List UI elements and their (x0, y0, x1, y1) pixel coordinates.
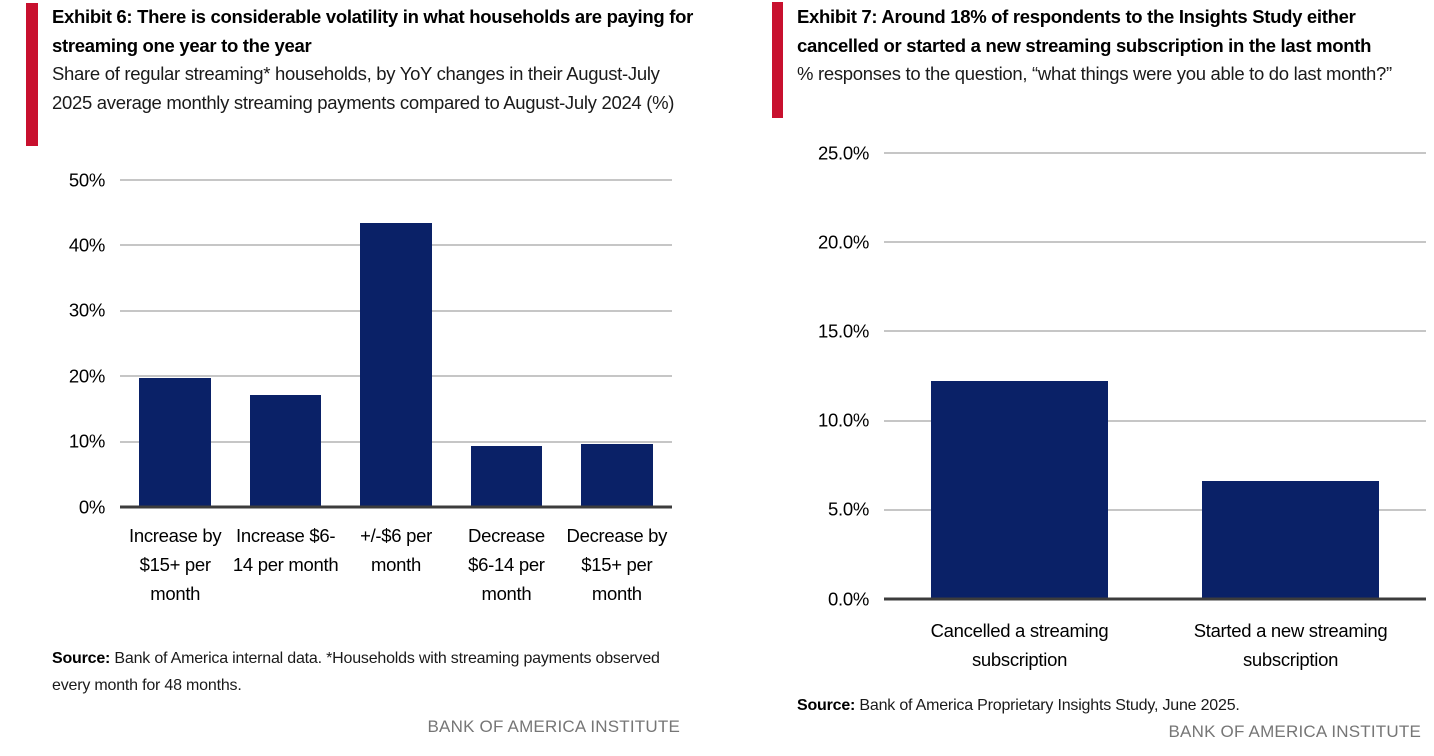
bars-group (120, 180, 672, 507)
exhibit-6-bar-chart: 0% 10% 20% 30% 40% 50% Increase by $15+ per mo… (69, 170, 672, 608)
gridline (884, 330, 1426, 333)
y-axis-tick-label: 5.0% (828, 498, 869, 520)
bar (249, 395, 322, 507)
bar-slot (341, 180, 451, 507)
y-axis-tick-label: 0% (78, 495, 105, 517)
exhibit-6-panel: Exhibit 6: There is considerable volatil… (26, 0, 700, 756)
y-axis-tick-label: 40% (68, 234, 105, 256)
x-axis-line (120, 505, 672, 509)
source-text: Bank of America internal data. *Househol… (52, 650, 660, 694)
bar-slot (120, 180, 230, 507)
bar-slot (562, 180, 672, 507)
red-accent-bar (772, 2, 783, 118)
bar-slot (451, 180, 561, 507)
y-axis-tick-label: 50% (68, 168, 105, 190)
bar (470, 446, 543, 507)
x-axis-labels: Cancelled a streaming subscription Starte… (884, 616, 1426, 674)
gridline (884, 419, 1426, 422)
bar (139, 378, 212, 507)
bar (580, 444, 653, 507)
exhibit-6-title: Exhibit 6: There is considerable volatil… (52, 6, 693, 56)
source-text: Bank of America Proprietary Insights Stu… (855, 697, 1240, 714)
y-axis-tick-label: 30% (68, 299, 105, 321)
x-axis-label: Increase $6-14 per month (232, 525, 339, 575)
bar (931, 381, 1108, 599)
x-axis-label: Increase by $15+ per month (129, 525, 222, 604)
bars-group (884, 153, 1426, 599)
bar (1202, 481, 1379, 599)
gridline (120, 179, 672, 181)
y-axis-tick-label: 0.0% (828, 587, 869, 609)
x-axis-label: Decrease $6-14 per month (468, 525, 545, 604)
exhibit-6-source: Source: Bank of America internal data. *… (52, 645, 670, 699)
bar-slot (884, 153, 1155, 599)
exhibit-7-panel: Exhibit 7: Around 18% of respondents to … (772, 0, 1434, 756)
exhibit-6-title-block: Exhibit 6: There is considerable volatil… (52, 2, 702, 117)
bar (360, 222, 432, 507)
x-axis-line (884, 597, 1426, 601)
source-label: Source: (797, 697, 856, 714)
bar-slot (1155, 153, 1426, 599)
bar-slot (230, 180, 340, 507)
y-axis-tick-label: 10% (68, 430, 105, 452)
exhibit-6-subtitle: Share of regular streaming* households, … (52, 63, 675, 113)
y-axis-tick-label: 25.0% (818, 141, 869, 163)
y-axis-tick-label: 20.0% (818, 230, 869, 252)
x-axis-label: +/-$6 per month (360, 525, 432, 575)
exhibit-7-source: Source: Bank of America Proprietary Insi… (797, 692, 1429, 719)
y-axis-tick-label: 15.0% (818, 320, 869, 342)
exhibit-7-subtitle: % responses to the question, “what thing… (797, 63, 1392, 84)
plot-area: 0.0% 5.0% 10.0% 15.0% 20.0% 25.0% (818, 143, 1426, 607)
y-axis-tick-label: 20% (68, 364, 105, 386)
source-label: Source: (52, 650, 111, 667)
y-axis-tick-label: 10.0% (818, 409, 869, 431)
institute-footer: BANK OF AMERICA INSTITUTE (427, 717, 680, 736)
x-axis-label: Decrease by $15+ per month (566, 525, 668, 604)
x-axis-label: Cancelled a streaming subscription (930, 620, 1109, 670)
red-accent-bar (26, 3, 38, 146)
exhibit-7-bar-chart: 0.0% 5.0% 10.0% 15.0% 20.0% 25.0% Cancelled a … (818, 143, 1426, 674)
exhibit-7-title-block: Exhibit 7: Around 18% of respondents to … (797, 2, 1434, 89)
plot-area: 0% 10% 20% 30% 40% 50% (69, 170, 672, 515)
institute-footer: BANK OF AMERICA INSTITUTE (1168, 722, 1421, 741)
exhibit-7-title: Exhibit 7: Around 18% of respondents to … (797, 6, 1372, 56)
gridline (884, 152, 1426, 154)
x-axis-labels: Increase by $15+ per month Increase $6-14… (120, 521, 672, 608)
gridline (884, 508, 1426, 511)
x-axis-label: Started a new streaming subscription (1193, 620, 1388, 670)
gridline (884, 241, 1426, 244)
